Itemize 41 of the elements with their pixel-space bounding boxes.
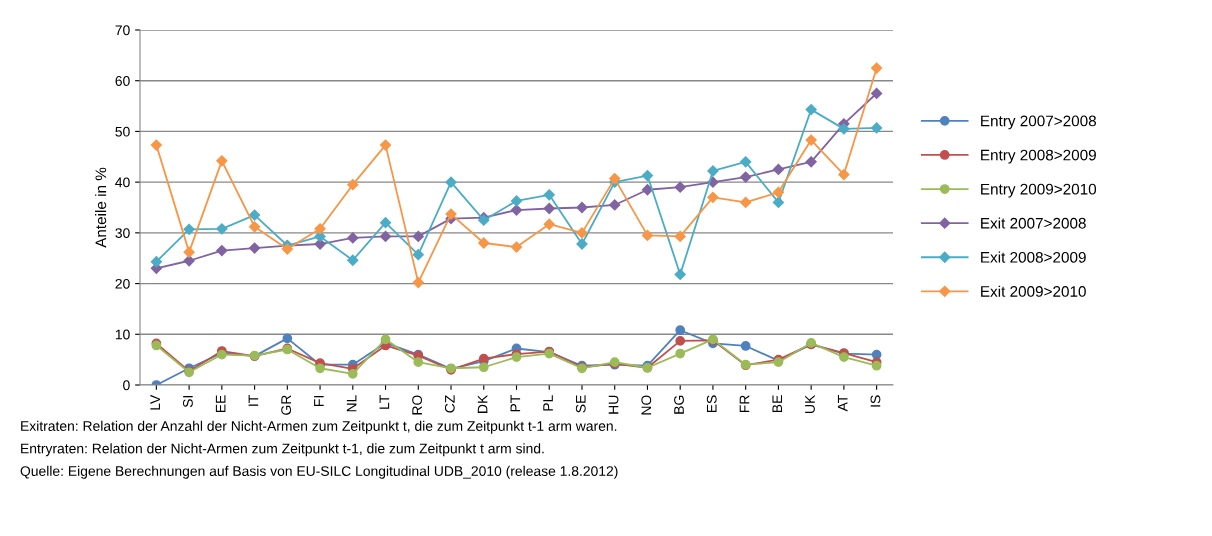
- x-tick-label: NO: [641, 395, 652, 415]
- legend-label: Entry 2007>2008: [981, 115, 1096, 130]
- y-tick-label: 50: [115, 126, 130, 137]
- y-tick-label: 40: [115, 177, 130, 188]
- legend-label: Entry 2009>2010: [981, 183, 1097, 198]
- x-tick-label: GR: [281, 395, 292, 415]
- x-tick-label: ES: [706, 395, 717, 413]
- x-tick-label: AT: [837, 395, 848, 412]
- legend-label: Exit 2007>2008: [981, 217, 1086, 229]
- text: Exitraten: Relation der Anzahl der Nicht-Armen zum Zeitpunkt t, die zum Zeitpunkt t-1 arm waren.: [21, 420, 617, 434]
- x-tick-label: IT: [248, 395, 259, 406]
- text: Entryraten: Relation der Nicht-Armen zum Zeitpunkt t-1, die zum Zeitpunkt t arm sind.: [21, 443, 544, 457]
- x-tick-label: DK: [477, 394, 488, 413]
- y-axis-title: Anteile in %: [95, 167, 107, 248]
- x-tick-label: FI: [314, 396, 324, 406]
- y-tick-label: 0: [123, 380, 130, 391]
- y-tick-label: 10: [115, 329, 130, 340]
- x-tick-label: FR: [739, 395, 750, 413]
- x-tick-label: LV: [150, 394, 160, 410]
- x-tick-label: EE: [215, 395, 226, 413]
- x-tick-label: LT: [379, 395, 390, 409]
- y-tick-label: 60: [115, 76, 130, 86]
- x-tick-label: HU: [608, 395, 619, 414]
- source-note: Quelle: Eigene Berechnungen auf Basis von EU-SILC Longitudinal UDB_2010 (release 1.8.2012): [20, 465, 618, 479]
- x-tick-label: SE: [575, 395, 586, 413]
- y-tick-label: 30: [115, 228, 130, 239]
- x-tick-label: IS: [870, 395, 881, 407]
- x-tick-label: UK: [805, 394, 815, 413]
- x-tick-label: NL: [346, 395, 357, 412]
- x-tick-label: CZ: [444, 395, 455, 413]
- x-tick-label: BE: [772, 395, 782, 413]
- x-tick-label: RO: [412, 395, 423, 415]
- y-tick-label: 70: [115, 25, 130, 36]
- x-tick-label: PL: [543, 395, 553, 411]
- y-tick-label: 20: [115, 278, 130, 289]
- legend-label: Exit 2009>2010: [981, 285, 1086, 297]
- legend-label: Entry 2008>2009: [981, 149, 1096, 164]
- x-tick-label: BG: [674, 395, 684, 414]
- x-tick-label: PT: [510, 395, 521, 412]
- legend-label: Exit 2008>2009: [981, 251, 1086, 263]
- x-tick-label: SI: [183, 396, 193, 408]
